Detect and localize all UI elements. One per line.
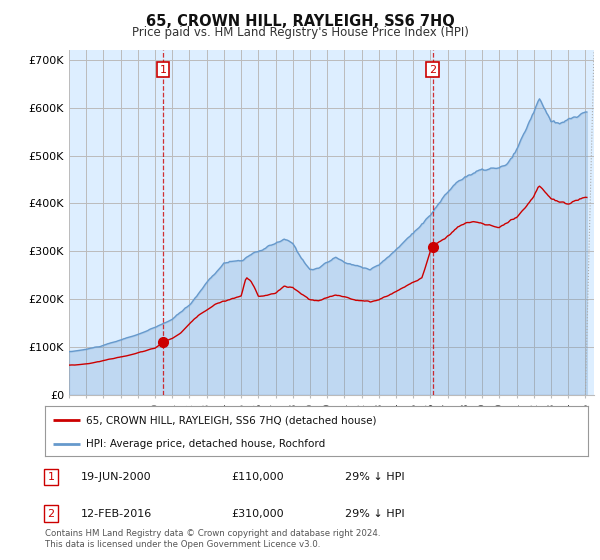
Text: 1: 1 [160,64,167,74]
Text: 29% ↓ HPI: 29% ↓ HPI [345,472,404,482]
Text: HPI: Average price, detached house, Rochford: HPI: Average price, detached house, Roch… [86,439,325,449]
Text: 19-JUN-2000: 19-JUN-2000 [81,472,152,482]
Text: 2: 2 [429,64,436,74]
Text: £110,000: £110,000 [231,472,284,482]
Text: 12-FEB-2016: 12-FEB-2016 [81,508,152,519]
Text: 65, CROWN HILL, RAYLEIGH, SS6 7HQ (detached house): 65, CROWN HILL, RAYLEIGH, SS6 7HQ (detac… [86,415,376,425]
Text: 1: 1 [47,472,55,482]
Text: 29% ↓ HPI: 29% ↓ HPI [345,508,404,519]
Text: Contains HM Land Registry data © Crown copyright and database right 2024.
This d: Contains HM Land Registry data © Crown c… [45,529,380,549]
Text: 65, CROWN HILL, RAYLEIGH, SS6 7HQ: 65, CROWN HILL, RAYLEIGH, SS6 7HQ [146,14,454,29]
Text: 2: 2 [47,508,55,519]
Text: Price paid vs. HM Land Registry's House Price Index (HPI): Price paid vs. HM Land Registry's House … [131,26,469,39]
Text: £310,000: £310,000 [231,508,284,519]
